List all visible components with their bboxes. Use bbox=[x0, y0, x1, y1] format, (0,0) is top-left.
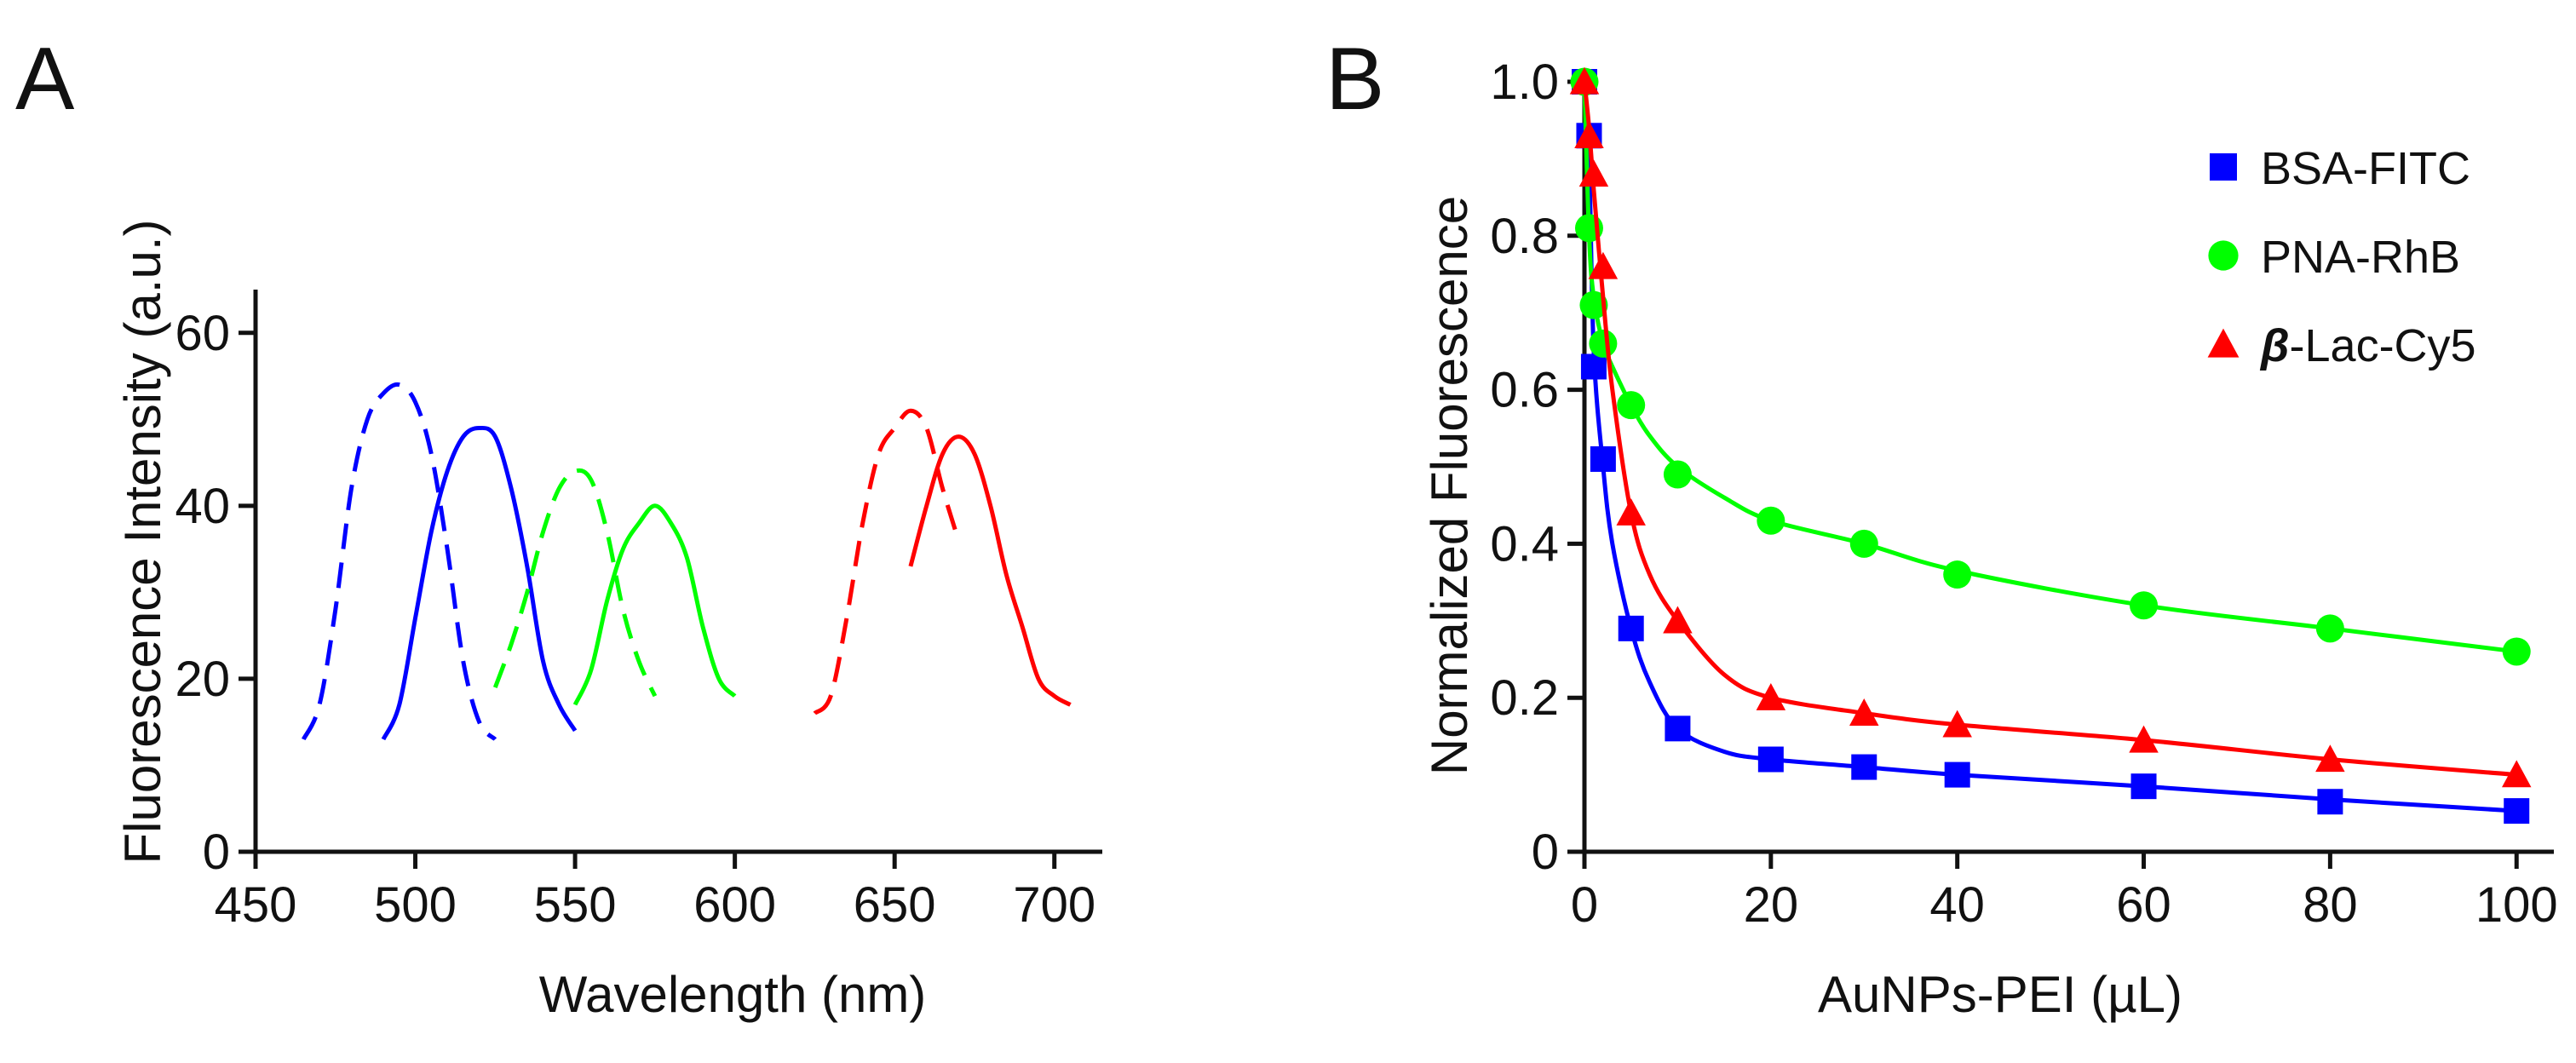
data-point-bsa-fitc bbox=[1757, 746, 1784, 773]
panel-b-label: B bbox=[1325, 30, 1384, 129]
data-point-bsa-fitc bbox=[1665, 715, 1691, 742]
panel-b-x-tick-label: 100 bbox=[2475, 877, 2558, 933]
data-point-pna-rhb bbox=[1757, 506, 1785, 535]
panel-a-y-axis-label: Fluorescence Intensity (a.u.) bbox=[114, 219, 171, 864]
panel-b-legend: BSA-FITC PNA-RhB β-Lac-Cy5 bbox=[2207, 143, 2476, 371]
data-point-lac-cy5 bbox=[2501, 760, 2532, 788]
data-point-pna-rhb bbox=[2130, 591, 2159, 620]
panel-b-y-tick-label: 1.0 bbox=[1490, 55, 1559, 110]
data-point-lac-cy5 bbox=[1663, 606, 1693, 634]
legend-label-pna-rhb: PNA-RhB bbox=[2261, 232, 2460, 283]
panel-a-x-tick-label: 500 bbox=[374, 877, 457, 933]
data-point-bsa-fitc bbox=[1851, 754, 1877, 780]
data-point-pna-rhb bbox=[1589, 329, 1618, 358]
panel-b-x-tick-label: 40 bbox=[1929, 877, 1985, 933]
panel-a-y-tick-label: 20 bbox=[175, 652, 230, 707]
panel-a-x-tick-label: 550 bbox=[534, 877, 617, 933]
data-point-bsa-fitc bbox=[1580, 353, 1607, 380]
panel-a-y-tick-label: 40 bbox=[175, 479, 230, 534]
panel-b-y-tick-label: 0 bbox=[1532, 825, 1559, 880]
series-line-rhb-emission bbox=[572, 503, 737, 706]
legend-label-lac-cy5: β-Lac-Cy5 bbox=[2259, 320, 2476, 371]
panel-a-axes: 450 500 550 600 650 700 0 20 40 60 bbox=[175, 290, 1102, 933]
data-point-lac-cy5 bbox=[1569, 66, 1600, 95]
legend-marker-lac-cy5 bbox=[2207, 328, 2240, 358]
panel-a-label: A bbox=[15, 30, 75, 129]
data-point-lac-cy5 bbox=[1756, 682, 1786, 710]
data-point-pna-rhb bbox=[1617, 391, 1646, 420]
panel-a: A 450 500 550 600 650 700 0 20 40 60 Wavelength (… bbox=[15, 30, 1102, 1023]
panel-b-x-tick-label: 0 bbox=[1571, 877, 1598, 933]
data-point-lac-cy5 bbox=[1578, 159, 1609, 187]
panel-b-x-tick-label: 60 bbox=[2116, 877, 2171, 933]
legend-marker-pna-rhb bbox=[2208, 240, 2239, 271]
panel-b-y-axis-label: Normalized Fluorescence bbox=[1421, 196, 1478, 775]
data-point-bsa-fitc bbox=[1944, 761, 1970, 788]
series-line-cy5-emission bbox=[908, 434, 1072, 707]
panel-b-axes: 0 20 40 60 80 100 0 0.2 0.4 0.6 0.8 1.0 bbox=[1490, 55, 2557, 933]
panel-b-x-axis-label: AuNPs-PEI (µL) bbox=[1818, 966, 2182, 1023]
series-line-fitc-excitation bbox=[302, 382, 497, 741]
legend-label-bsa-fitc: BSA-FITC bbox=[2261, 143, 2470, 194]
data-point-pna-rhb bbox=[1663, 460, 1692, 489]
panel-b-y-tick-label: 0.8 bbox=[1490, 209, 1559, 264]
series-line-rhb-excitation bbox=[492, 468, 658, 698]
data-point-bsa-fitc bbox=[2130, 773, 2157, 800]
panel-a-x-axis-label: Wavelength (nm) bbox=[539, 966, 927, 1023]
data-point-lac-cy5 bbox=[2129, 725, 2159, 753]
panel-a-x-tick-label: 450 bbox=[215, 877, 297, 933]
legend-label-prefix: β bbox=[2259, 320, 2290, 371]
series-line-cy5-excitation bbox=[813, 408, 961, 715]
panel-b: B 0 20 40 60 80 100 0 0.2 0.4 0.6 0.8 1.0 AuNPs-PEI… bbox=[1325, 30, 2558, 1023]
data-point-pna-rhb bbox=[1943, 560, 1972, 589]
data-point-lac-cy5 bbox=[1588, 251, 1619, 279]
panel-a-y-tick-label: 0 bbox=[203, 825, 230, 880]
panel-b-series bbox=[1569, 66, 2532, 825]
panel-b-y-tick-label: 0.2 bbox=[1490, 670, 1559, 726]
panel-b-x-tick-label: 80 bbox=[2303, 877, 2358, 933]
legend-label-text: PNA-RhB bbox=[2261, 232, 2460, 283]
legend-marker-bsa-fitc bbox=[2210, 153, 2237, 181]
legend-label-text: BSA-FITC bbox=[2261, 143, 2470, 194]
data-point-pna-rhb bbox=[1849, 529, 1878, 558]
data-point-bsa-fitc bbox=[2504, 798, 2530, 825]
data-point-bsa-fitc bbox=[1590, 445, 1616, 472]
data-point-bsa-fitc bbox=[1618, 615, 1644, 641]
legend-label-text: -Lac-Cy5 bbox=[2290, 320, 2476, 371]
data-point-lac-cy5 bbox=[2315, 744, 2345, 773]
data-point-pna-rhb bbox=[2315, 614, 2344, 643]
data-point-lac-cy5 bbox=[1849, 698, 1879, 726]
panel-a-x-tick-label: 700 bbox=[1013, 877, 1095, 933]
data-point-bsa-fitc bbox=[2317, 789, 2343, 815]
data-point-pna-rhb bbox=[2502, 637, 2531, 666]
panel-b-y-tick-label: 0.6 bbox=[1490, 363, 1559, 418]
series-line-fitc-emission bbox=[381, 425, 578, 741]
panel-a-x-tick-label: 650 bbox=[854, 877, 936, 933]
data-point-lac-cy5 bbox=[1942, 710, 1972, 738]
panel-a-series bbox=[302, 382, 1072, 741]
panel-a-x-tick-label: 600 bbox=[693, 877, 776, 933]
panel-b-x-tick-label: 20 bbox=[1744, 877, 1799, 933]
data-point-lac-cy5 bbox=[1616, 497, 1646, 526]
data-point-pna-rhb bbox=[1579, 290, 1608, 319]
data-point-lac-cy5 bbox=[1574, 121, 1604, 148]
panel-b-y-tick-label: 0.4 bbox=[1490, 516, 1559, 572]
panel-a-y-tick-label: 60 bbox=[175, 306, 230, 361]
